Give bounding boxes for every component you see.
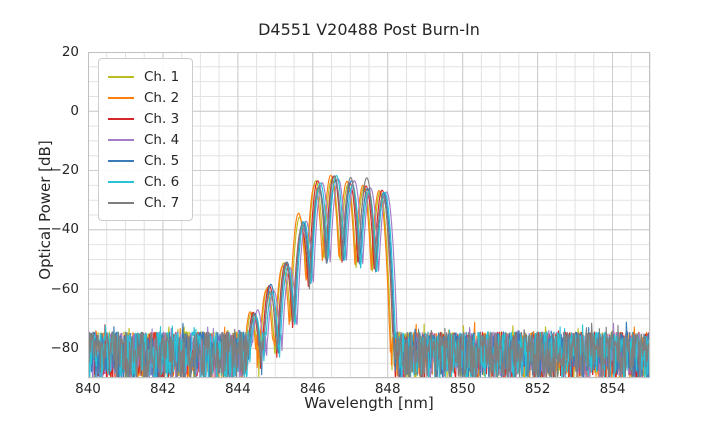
x-tick-label: 844 <box>224 381 251 397</box>
x-tick-label: 852 <box>524 381 551 397</box>
legend-entry-ch-3: Ch. 3 <box>108 108 179 129</box>
legend-line-swatch <box>108 159 134 162</box>
legend-entry-ch-5: Ch. 5 <box>108 150 179 171</box>
chart-title: D4551 V20488 Post Burn-In <box>258 20 480 39</box>
y-tick-label: −20 <box>50 162 80 179</box>
legend-line-swatch <box>108 201 134 204</box>
y-tick-label: −60 <box>50 280 80 297</box>
x-tick-label: 846 <box>299 381 326 397</box>
legend-entry-ch-1: Ch. 1 <box>108 66 179 87</box>
legend-entry-ch-7: Ch. 7 <box>108 192 179 213</box>
x-tick-label: 840 <box>75 381 101 397</box>
legend-line-swatch <box>108 75 134 78</box>
legend-label: Ch. 4 <box>144 131 180 148</box>
legend-label: Ch. 3 <box>144 110 180 127</box>
y-tick-label: 0 <box>70 102 79 119</box>
legend: Ch. 1 Ch. 2 Ch. 3 Ch. 4 Ch. 5 Ch. 6 Ch. 7 <box>98 58 194 221</box>
legend-label: Ch. 2 <box>144 89 180 106</box>
legend-entry-ch-4: Ch. 4 <box>108 129 179 150</box>
x-axis-label: Wavelength [nm] <box>304 394 434 412</box>
legend-line-swatch <box>108 180 134 183</box>
plot-border <box>88 52 650 378</box>
legend-line-swatch <box>108 96 134 99</box>
series-line-ch-6 <box>88 175 650 378</box>
y-tick-label: −40 <box>50 221 80 238</box>
series-line-ch-7 <box>88 175 650 378</box>
legend-label: Ch. 5 <box>144 152 180 169</box>
legend-label: Ch. 6 <box>144 173 180 190</box>
y-tick-label: 20 <box>61 43 79 60</box>
legend-line-swatch <box>108 117 134 120</box>
x-tick-label: 854 <box>599 381 626 397</box>
x-tick-label: 850 <box>449 381 476 397</box>
series-curves <box>88 174 650 378</box>
x-tick-label: 848 <box>374 381 401 397</box>
y-tick-label: −80 <box>50 339 80 356</box>
legend-label: Ch. 7 <box>144 194 180 211</box>
x-tick-label: 842 <box>150 381 176 397</box>
legend-line-swatch <box>108 138 134 141</box>
legend-entry-ch-2: Ch. 2 <box>108 87 179 108</box>
legend-label: Ch. 1 <box>144 68 180 85</box>
legend-entry-ch-6: Ch. 6 <box>108 171 179 192</box>
